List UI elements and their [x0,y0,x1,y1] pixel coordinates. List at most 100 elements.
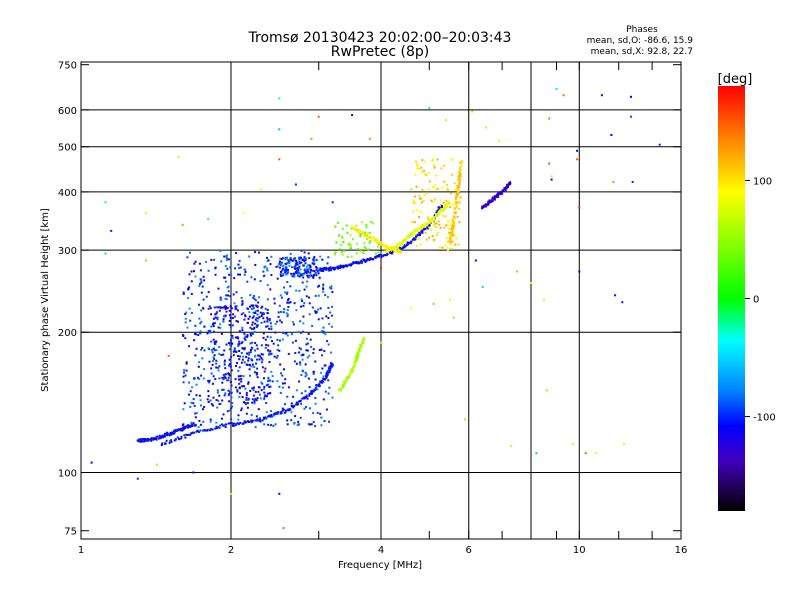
trace-point [244,421,247,424]
cloud-point [210,325,213,328]
cloud-point [254,322,257,325]
cloud-point [359,250,362,253]
cloud-point [215,399,218,401]
cloud-point [444,244,447,247]
legend-line-o: mean, sd,O: -86.6, 15.9 [587,36,694,46]
cloud-point [251,328,254,331]
cloud-point [312,372,315,375]
cloud-point [256,347,259,350]
cloud-point [245,403,247,406]
cloud-point [314,402,317,405]
cloud-point [293,274,296,277]
cloud-point [267,259,270,262]
cloud-point [289,301,292,304]
cloud-point [226,258,228,261]
cloud-point [219,249,222,252]
colorbar [718,86,745,511]
cloud-point [283,269,286,272]
cloud-point [367,248,370,251]
trace-point [321,381,324,384]
scatter-point [104,201,107,204]
trace-point [141,438,144,441]
trace-point [137,438,140,441]
cloud-point [324,294,327,297]
cloud-point [262,317,265,320]
trace-point [145,439,148,442]
trace-point [354,359,357,362]
cloud-point [229,295,232,298]
cloud-point [282,332,285,334]
trace-point [332,267,335,270]
cloud-point [235,320,238,322]
cloud-point [223,306,226,309]
trace-point [194,423,197,426]
cloud-point [295,267,298,270]
cloud-point [421,171,423,174]
trace-point [378,254,381,256]
trace-point [290,404,293,407]
cloud-point [268,353,270,356]
trace-point [362,342,365,345]
cloud-point [322,326,325,329]
cloud-point [330,351,333,354]
trace-point [162,434,164,437]
trace-point [416,229,419,232]
trace-point [452,220,455,223]
cloud-point [274,423,277,426]
cloud-point [207,329,210,332]
trace-point [457,178,460,181]
cloud-point [258,393,261,396]
cloud-point [315,268,318,271]
cloud-point [307,270,310,273]
cloud-point [194,260,197,263]
trace-point [346,378,349,381]
cloud-point [377,243,380,246]
x-tick-label: 2 [228,545,234,556]
trace-point [328,369,331,372]
cloud-point [363,235,366,238]
cloud-point [299,320,302,323]
trace-point [355,358,358,360]
cloud-point [306,280,309,283]
trace-point [229,422,232,425]
cloud-point [222,318,225,321]
cloud-point [228,342,230,344]
cloud-point [347,243,350,246]
cloud-point [276,277,279,280]
trace-point [437,212,440,215]
cloud-point [272,424,275,427]
cloud-point [267,380,270,382]
cloud-point [207,395,210,398]
cloud-point [303,288,306,291]
cloud-point [216,311,218,314]
cloud-point [323,364,326,367]
y-tick-label: 200 [58,328,77,339]
cloud-point [214,343,216,345]
cloud-point [281,257,284,260]
cloud-point [262,336,265,339]
trace-point [374,256,377,259]
cloud-point [238,340,241,343]
trace-point [289,408,292,411]
cloud-point [203,406,206,408]
cloud-point [198,419,201,422]
x-tick-label: 10 [573,545,586,556]
cloud-point [320,330,323,333]
scatter-point [167,354,170,357]
cloud-point [304,363,307,366]
cloud-point [294,352,297,354]
cloud-point [182,375,185,378]
cloud-point [356,242,358,245]
cloud-point [255,362,258,365]
cloud-point [309,423,312,426]
trace-point [368,259,371,261]
cloud-point [314,272,317,274]
trace-point [164,432,166,435]
cloud-point [254,251,257,254]
trace-point [372,236,375,239]
trace-point [322,380,325,383]
trace-point [384,250,387,253]
cloud-point [315,259,318,262]
trace-point [293,404,296,407]
cloud-point [294,339,297,342]
